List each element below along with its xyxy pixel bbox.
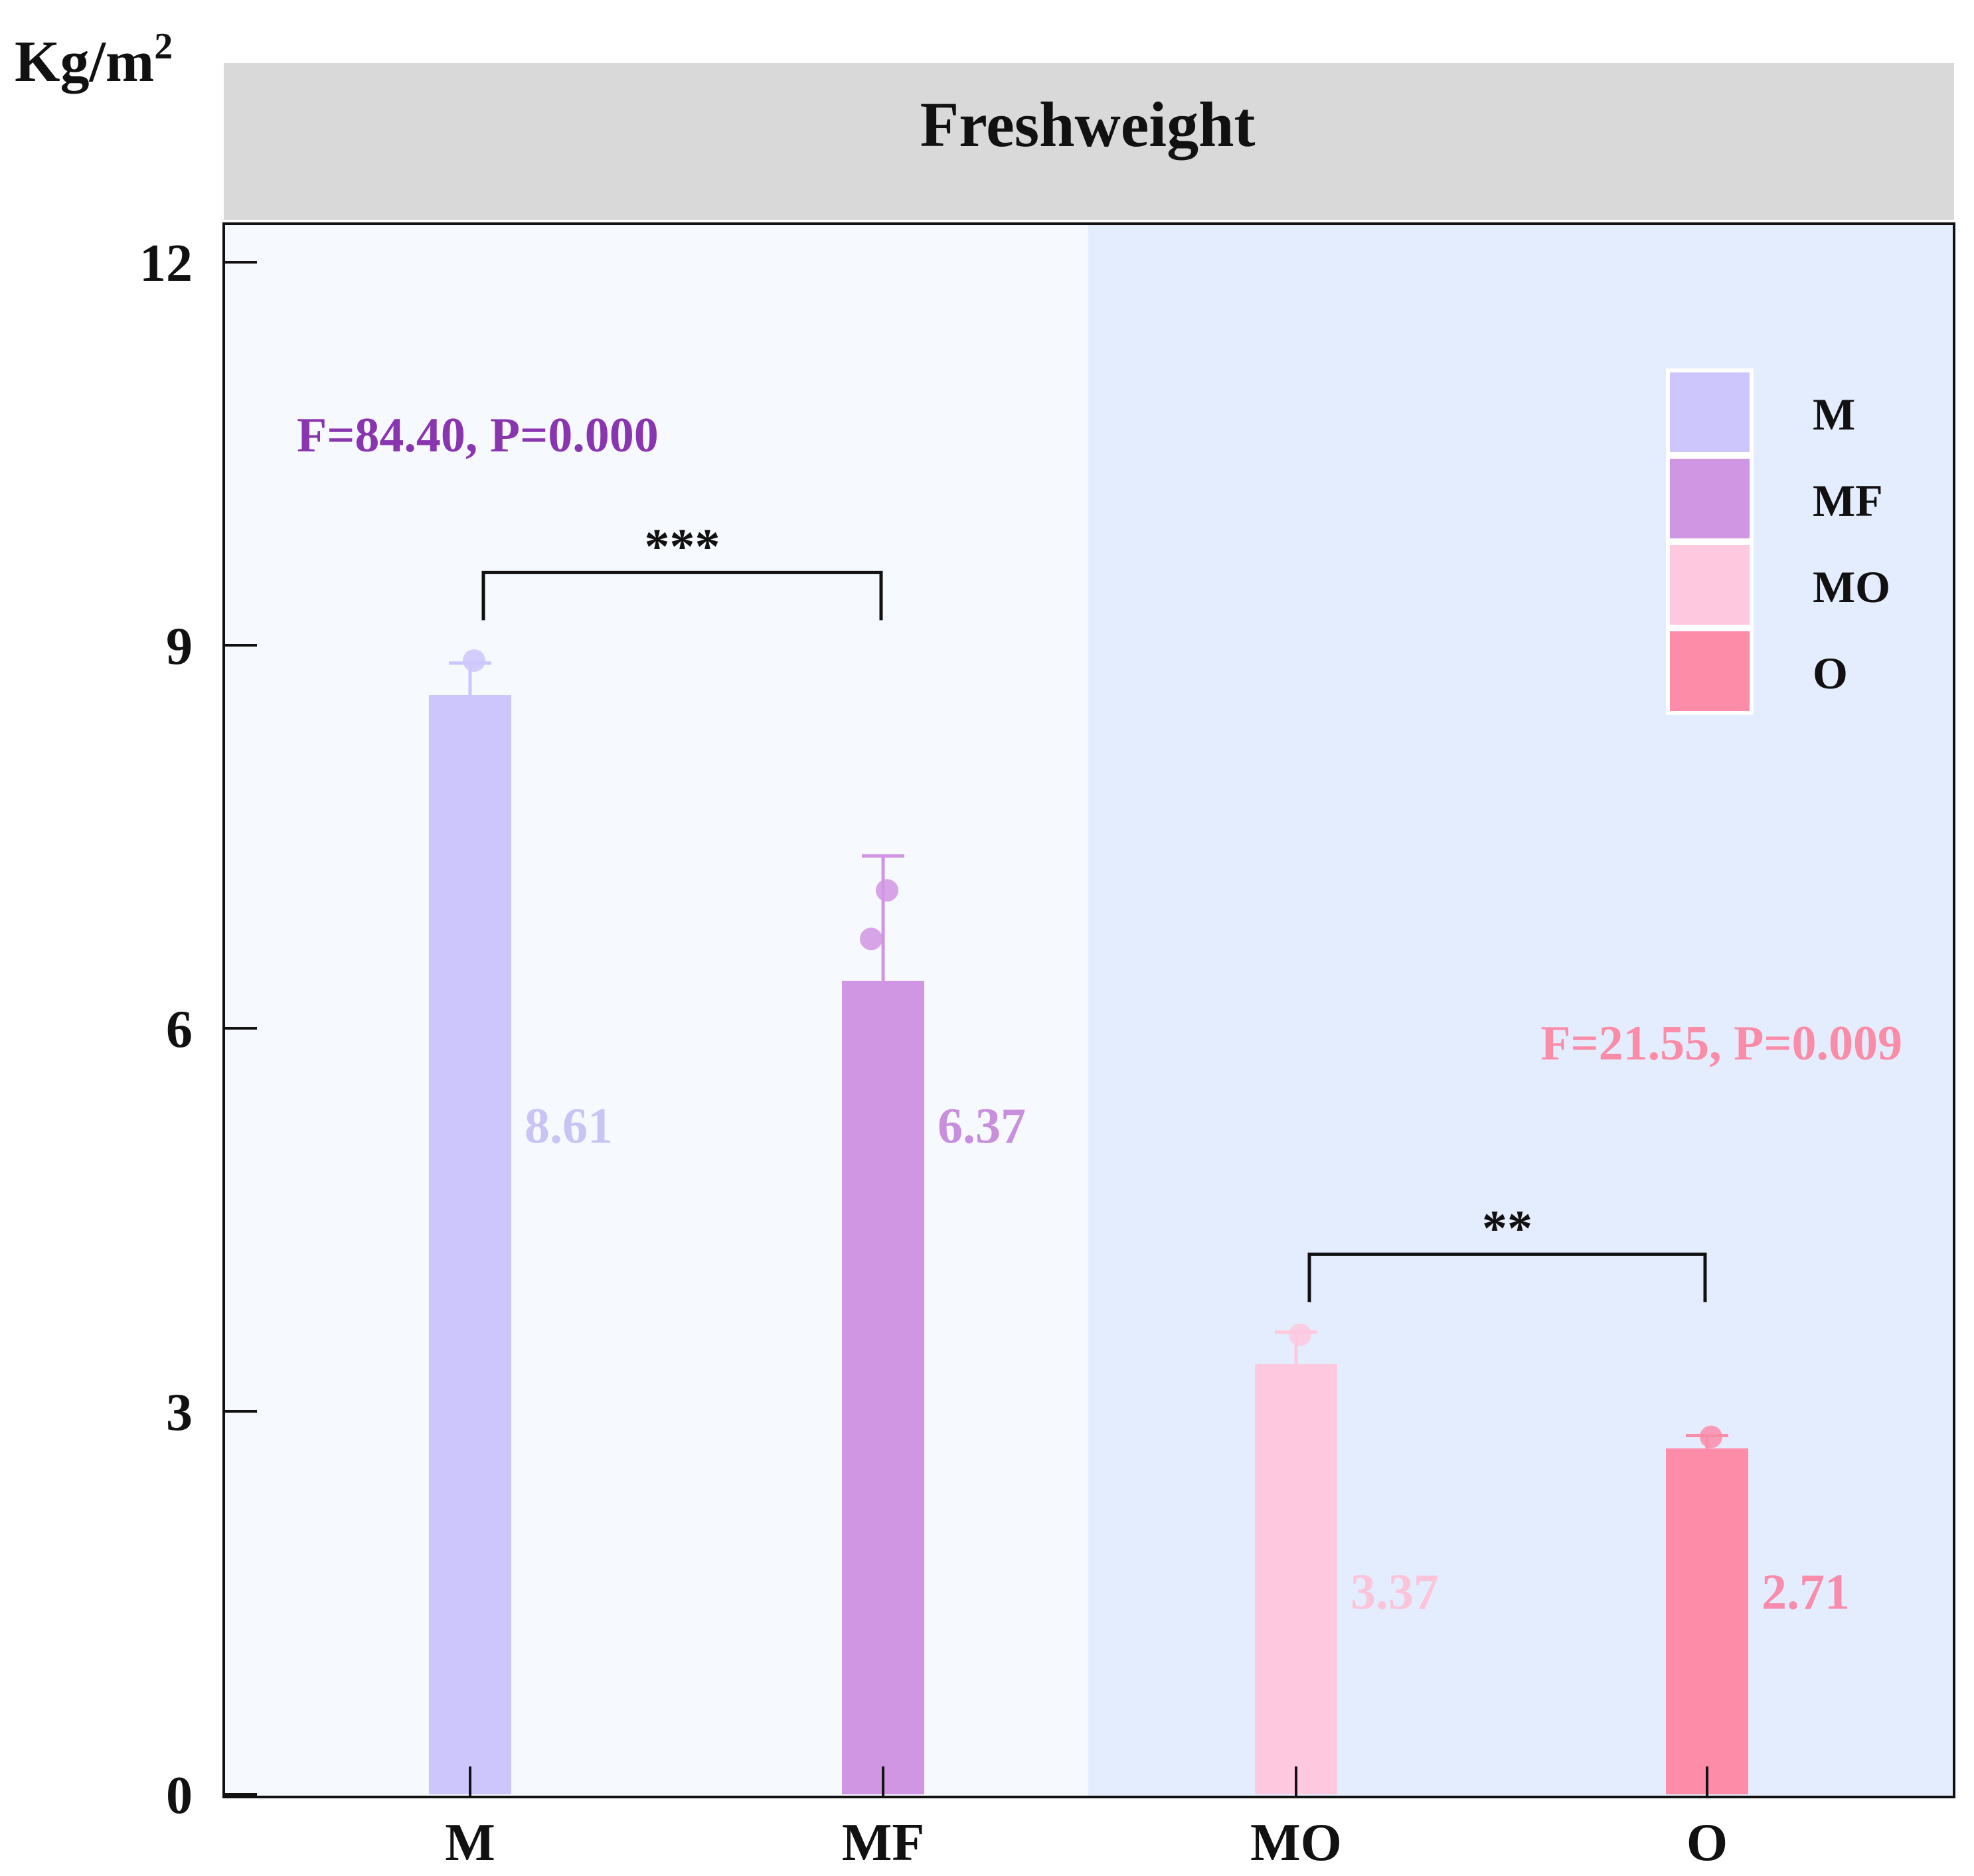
significance-bracket-group-2: [1307, 1252, 1707, 1302]
bar-mf: [842, 980, 924, 1794]
x-tick-label-o: O: [1686, 1814, 1728, 1872]
legend-label-o: O: [1813, 648, 1848, 698]
legend-swatch-mf: [1666, 455, 1754, 542]
stat-text-group-2: F=21.55, P=0.009: [1540, 1016, 1902, 1071]
bar-mo: [1255, 1364, 1337, 1794]
bar-o: [1666, 1448, 1748, 1794]
title-strip: [224, 63, 1954, 220]
x-tick-label-mf: MF: [842, 1814, 924, 1872]
data-point-mf-2: [860, 927, 882, 951]
bar-m: [429, 695, 511, 1794]
data-point-mo-1: [1289, 1323, 1311, 1346]
y-tick-label-6: 6: [166, 1000, 193, 1059]
value-label-o: 2.71: [1762, 1564, 1850, 1620]
legend-label-m: M: [1813, 389, 1855, 439]
data-point-o-1: [1700, 1425, 1722, 1448]
value-label-mf: 6.37: [938, 1098, 1026, 1154]
legend-swatch-m: [1666, 368, 1754, 456]
y-axis-label: Kg/m2: [15, 26, 173, 94]
y-axis-label-unit: Kg/m: [15, 30, 154, 94]
x-tick-label-m: M: [445, 1814, 495, 1872]
value-label-m: 8.61: [525, 1098, 613, 1154]
y-tick-label-12: 12: [139, 234, 193, 293]
legend-swatch-mo: [1666, 541, 1754, 629]
significance-label-group-1: ***: [645, 518, 720, 574]
x-tick-label-mo: MO: [1250, 1814, 1342, 1872]
data-point-m-1: [463, 649, 485, 672]
data-point-mf-1: [876, 879, 898, 902]
y-axis-label-exponent: 2: [154, 26, 173, 67]
y-tick-label-0: 0: [166, 1766, 193, 1825]
legend: M MF MO O: [1666, 368, 1890, 715]
stat-text-group-1: F=84.40, P=0.000: [297, 408, 659, 463]
y-tick-label-3: 3: [166, 1383, 193, 1442]
legend-label-mf: MF: [1813, 475, 1883, 526]
value-label-mo: 3.37: [1351, 1564, 1439, 1620]
legend-swatch-o: [1666, 627, 1754, 715]
y-tick-label-9: 9: [166, 617, 193, 676]
significance-bracket-group-1: [481, 570, 883, 621]
group-background-left: [224, 224, 1088, 1797]
legend-label-mo: MO: [1813, 562, 1890, 612]
significance-label-group-2: **: [1482, 1200, 1532, 1256]
plot-frame: [222, 222, 1955, 1798]
chart-title: Freshweight: [920, 89, 1256, 160]
group-background-right: [1088, 224, 1954, 1797]
